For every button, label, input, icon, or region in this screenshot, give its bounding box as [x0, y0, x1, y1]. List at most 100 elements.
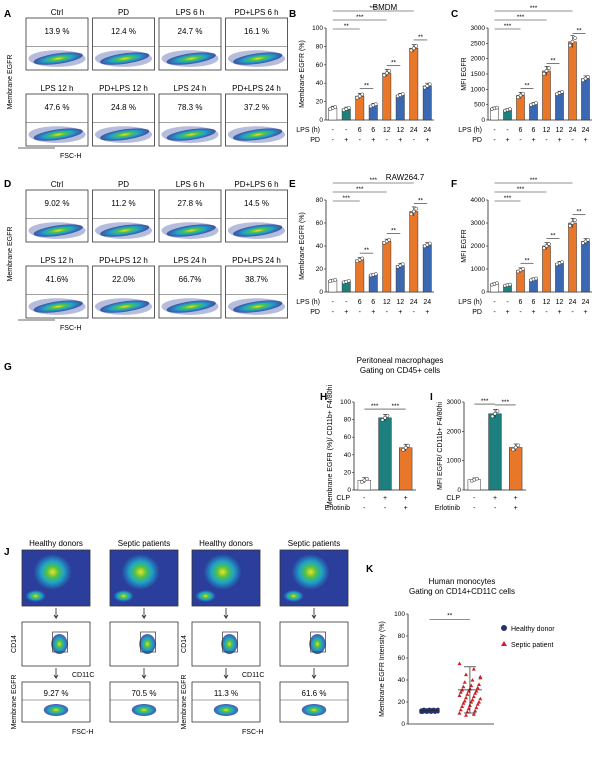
data-point — [581, 241, 585, 245]
y-tick-label: 0 — [347, 487, 351, 494]
j-cd14-label: CD14 — [181, 635, 188, 653]
erlotinib-label: Erlotinib — [435, 505, 460, 512]
flow-density-core — [309, 634, 326, 654]
pd-value: - — [332, 309, 335, 316]
arrow-down-icon — [223, 608, 229, 620]
bar — [395, 265, 405, 293]
y-tick-label: 1000 — [447, 458, 462, 465]
pd-value: + — [344, 137, 348, 144]
clp-value: + — [404, 495, 408, 502]
sig-label: *** — [369, 177, 377, 184]
septic-point — [473, 691, 478, 695]
septic-point — [470, 697, 475, 702]
data-point — [401, 448, 406, 452]
septic-point — [461, 684, 466, 689]
flow-density-core — [233, 128, 283, 141]
y-tick-label: 2000 — [447, 428, 462, 435]
lps-value: 24 — [410, 127, 418, 134]
pd-value: + — [505, 309, 509, 316]
flow-density-core — [233, 300, 283, 313]
y-tick-label: 60 — [316, 62, 324, 69]
data-point — [518, 93, 523, 98]
flow-percent: 16.1 % — [244, 27, 269, 36]
flow-gate — [222, 631, 238, 653]
bar — [422, 85, 432, 121]
data-point — [360, 256, 365, 261]
data-point — [400, 262, 405, 267]
lps-value: 24 — [569, 127, 577, 134]
panel-label-g: G — [4, 362, 12, 373]
bar — [409, 47, 419, 121]
j-egfr-label: Membrane EGFR — [181, 675, 188, 730]
panel-label-f: F — [451, 179, 457, 190]
flow-title: LPS 24 h — [174, 84, 207, 93]
y-axis-label: Membrane EGFR (%) — [299, 212, 306, 280]
flow-grid-j: Healthy donors 9.27 % Septic patients 70.5 … — [11, 539, 349, 736]
sig-label: *** — [392, 403, 400, 410]
y-tick-label: 20 — [398, 699, 406, 706]
sig-label: *** — [356, 14, 364, 21]
flow-percent: 12.4 % — [111, 27, 136, 36]
bar — [422, 244, 432, 293]
flow-percent: 22.0% — [112, 275, 135, 284]
pd-value: + — [371, 137, 375, 144]
pd-value: - — [493, 309, 496, 316]
septic-point — [457, 693, 462, 697]
lps-value: 12 — [543, 127, 551, 134]
lps-label: LPS (h) — [458, 127, 482, 134]
y-tick-label: 20 — [344, 469, 352, 476]
y-tick-label: 80 — [316, 43, 324, 50]
sig-label: *** — [356, 186, 364, 193]
septic-point — [465, 692, 470, 696]
healthy-point — [420, 710, 425, 714]
pd-value: - — [386, 137, 389, 144]
data-point — [534, 276, 538, 281]
data-point — [583, 76, 588, 81]
flow-title: LPS 12 h — [41, 256, 74, 265]
lps-value: 12 — [556, 127, 564, 134]
arrow-down-icon — [311, 668, 317, 680]
data-point — [544, 69, 549, 73]
septic-point — [457, 711, 462, 715]
data-point — [357, 94, 362, 98]
flow-title: PD+LPS 24 h — [232, 256, 281, 265]
flow-density-secondary — [25, 590, 46, 602]
y-tick-label: 0 — [481, 289, 485, 296]
pd-value: + — [583, 137, 587, 144]
panel-label-h: H — [320, 392, 327, 403]
erlotinib-value: + — [404, 505, 408, 512]
y-tick-label: 1000 — [471, 266, 486, 273]
flow-gate — [310, 631, 326, 653]
data-point — [521, 266, 525, 271]
sig-label: *** — [504, 23, 512, 30]
legend-healthy-marker — [501, 625, 507, 631]
septic-point — [473, 708, 478, 713]
septic-point — [465, 709, 470, 714]
data-point — [364, 476, 369, 481]
data-point — [547, 66, 551, 71]
flow-xlabel: FSC-H — [60, 153, 81, 160]
j-percent: 61.6 % — [302, 689, 327, 698]
flow-percent: 47.6 % — [45, 103, 70, 112]
flow-title: LPS 6 h — [176, 180, 204, 189]
arrow-down-icon — [141, 668, 147, 680]
data-point — [581, 78, 585, 83]
flow-percent: 66.7% — [179, 275, 202, 284]
header-raw264: RAW264.7 — [386, 173, 425, 182]
y-tick-label: 20 — [316, 99, 324, 106]
flow-density-core — [139, 634, 156, 654]
clp-value: - — [473, 495, 476, 502]
pd-label: PD — [310, 309, 320, 316]
j-title: Healthy donors — [29, 539, 83, 548]
pd-value: + — [371, 309, 375, 316]
pd-value: - — [519, 137, 522, 144]
flow-percent: 38.7% — [245, 275, 268, 284]
panel-label-a: A — [4, 9, 11, 20]
j-title: Healthy donors — [199, 539, 253, 548]
j-percent: 11.3 % — [214, 689, 238, 698]
flow-percent: 13.9 % — [45, 27, 70, 36]
data-point — [570, 221, 575, 225]
septic-point — [462, 698, 467, 703]
lps-value: 12 — [396, 299, 404, 306]
pd-value: + — [398, 309, 402, 316]
